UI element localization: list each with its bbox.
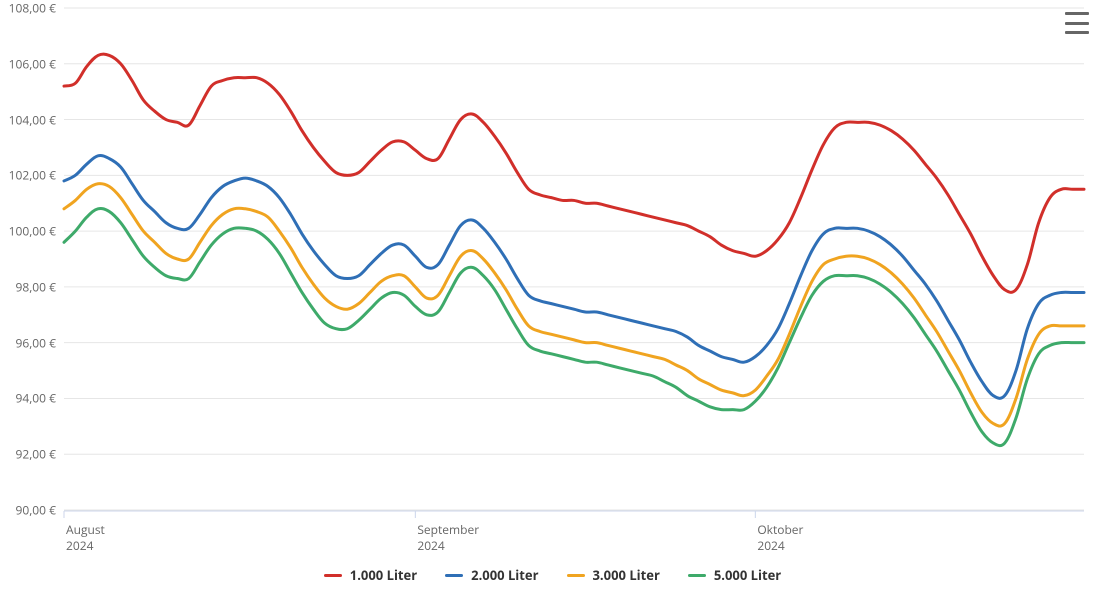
x-tick-month: September [417,522,479,538]
legend-swatch [688,574,706,577]
x-tick-year: 2024 [66,538,105,554]
legend-item[interactable]: 5.000 Liter [688,566,781,584]
legend-label: 5.000 Liter [714,566,781,584]
x-tick-label: September2024 [417,522,479,553]
legend-label: 1.000 Liter [350,566,417,584]
x-tick-month: Oktober [757,522,803,538]
legend-item[interactable]: 1.000 Liter [324,566,417,584]
x-tick-label: Oktober2024 [757,522,803,553]
legend-label: 2.000 Liter [471,566,538,584]
x-tick-year: 2024 [417,538,479,554]
x-tick-year: 2024 [757,538,803,554]
legend-item[interactable]: 3.000 Liter [567,566,660,584]
series-line[interactable] [64,208,1084,445]
legend-swatch [567,574,585,577]
legend-item[interactable]: 2.000 Liter [445,566,538,584]
legend-label: 3.000 Liter [593,566,660,584]
chart-container: 90,00 €92,00 €94,00 €96,00 €98,00 €100,0… [0,0,1105,602]
x-tick-month: August [66,522,105,538]
x-tick-label: August2024 [66,522,105,553]
line-chart [0,0,1104,520]
series-line[interactable] [64,54,1084,292]
series-line[interactable] [64,184,1084,427]
legend-swatch [445,574,463,577]
legend-swatch [324,574,342,577]
legend: 1.000 Liter 2.000 Liter 3.000 Liter 5.000 L… [0,566,1105,584]
series-line[interactable] [64,156,1084,399]
